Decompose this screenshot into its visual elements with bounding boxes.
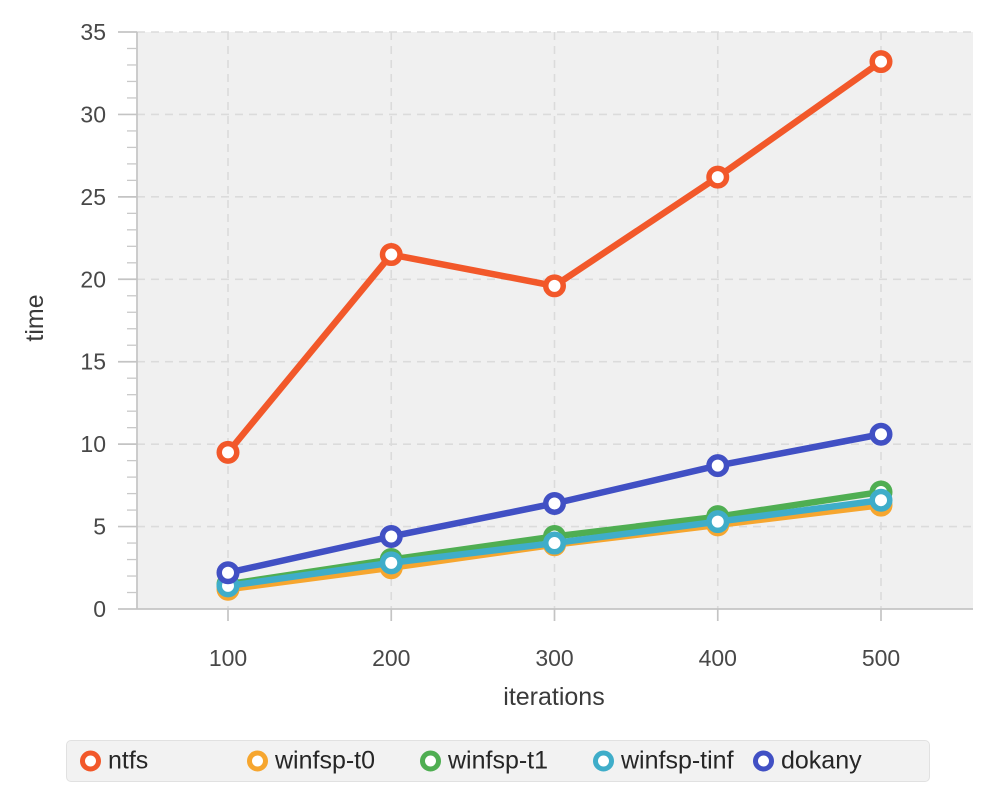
legend-marker-ntfs-icon [80,750,101,772]
y-tick-label-0: 0 [93,596,106,622]
point-winfsp-tinf-400 [706,510,730,534]
x-tick-label-100: 100 [209,645,247,671]
y-tick-label-25: 25 [80,184,106,210]
legend-marker-winfsp-tinf-icon [593,750,614,772]
series-lines [216,50,893,601]
point-dokany-400 [706,454,730,478]
point-ntfs-300 [543,274,566,298]
y-tick-label-15: 15 [80,349,106,375]
series-ntfs [216,50,893,464]
chart-legend: ntfs winfsp-t0 winfsp-t1 winfsp-tinf dokany [66,740,930,782]
legend-item-dokany: dokany [753,746,862,775]
legend-label-winfsp-t1: winfsp-t1 [448,746,549,775]
point-ntfs-100 [216,440,240,464]
point-dokany-500 [869,422,893,446]
legend-item-ntfs: ntfs [80,746,149,775]
legend-item-winfsp-t0: winfsp-t0 [247,746,376,775]
legend-label-ntfs: ntfs [108,746,149,775]
legend-item-winfsp-t1: winfsp-t1 [420,746,549,775]
legend-marker-winfsp-t1-icon [420,750,441,772]
point-dokany-300 [543,491,566,515]
point-ntfs-500 [869,50,893,74]
tick-labels: 0 5 10 15 20 25 30 35 100 200 300 400 500 [80,19,900,671]
legend-label-dokany: dokany [781,746,862,775]
y-tick-label-10: 10 [80,431,106,457]
y-tick-label-20: 20 [80,266,106,292]
legend-marker-dokany-icon [753,750,774,772]
series-winfsp-tinf [216,488,893,598]
y-axis-title: time [21,294,49,341]
point-dokany-200 [379,524,403,548]
y-tick-label-5: 5 [93,514,106,540]
y-tick-label-35: 35 [80,19,106,45]
point-winfsp-tinf-500 [869,488,893,512]
line-chart: 0 5 10 15 20 25 30 35 100 200 300 400 500 time itera… [21,19,973,711]
legend-label-winfsp-tinf: winfsp-tinf [621,746,734,775]
x-tick-label-200: 200 [372,645,410,671]
legend-item-winfsp-tinf: winfsp-tinf [593,746,734,775]
point-winfsp-tinf-300 [543,531,566,555]
x-tick-label-400: 400 [699,645,737,671]
point-ntfs-400 [706,165,730,189]
x-tick-label-500: 500 [862,645,900,671]
x-axis-title: iterations [503,683,604,711]
legend-marker-winfsp-t0-icon [247,750,268,772]
legend-label-winfsp-t0: winfsp-t0 [275,746,376,775]
x-tick-label-300: 300 [535,645,573,671]
point-ntfs-200 [379,243,403,267]
axes [118,31,973,621]
y-tick-label-30: 30 [80,101,106,127]
point-dokany-100 [216,561,240,585]
series-dokany [216,422,893,585]
point-winfsp-tinf-200 [379,551,403,575]
